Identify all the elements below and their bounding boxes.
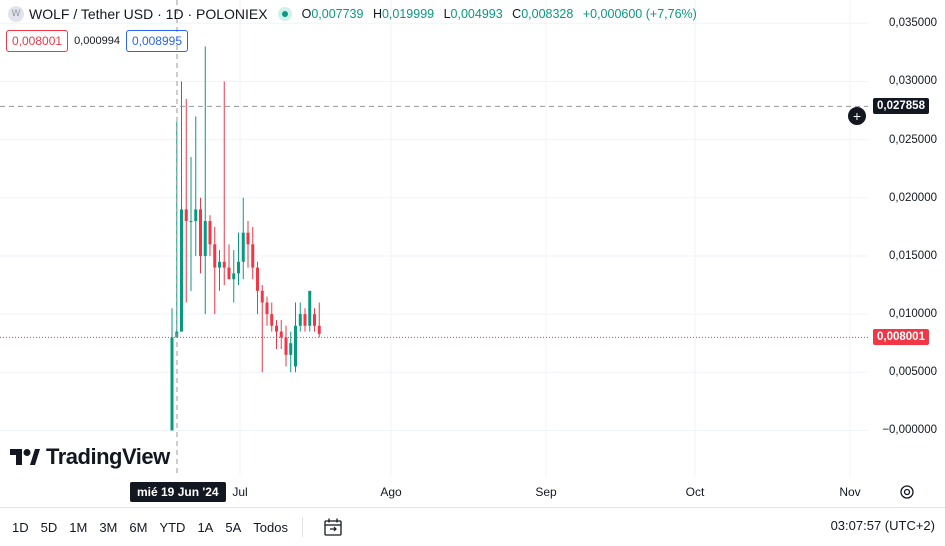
candle-body (256, 267, 259, 291)
timeframe-1m[interactable]: 1M (69, 519, 88, 535)
tradingview-logo-text: TradingView (46, 444, 170, 469)
price-tick-label: 0,020000 (889, 191, 937, 204)
candle-body (222, 261, 226, 268)
candle-body (237, 261, 240, 274)
symbol-legend: W WOLF / Tether USD · 1D · POLONIEX O0,0… (8, 4, 697, 24)
price-axis[interactable]: 0,035000 0,030000 0,025000 0,020000 0,015000… (868, 0, 945, 477)
time-tick-label: Sep (535, 485, 557, 499)
timeframe-3m[interactable]: 3M (99, 519, 118, 535)
candle-body (218, 261, 221, 268)
candle-body (303, 314, 307, 326)
sell-price-button[interactable]: 0,008001 (6, 30, 69, 52)
candle-body (317, 325, 321, 334)
ohlc-change: +0,000600 (+7,76%) (582, 7, 697, 21)
ohlc-close: 0,008328 (521, 7, 574, 21)
timeframe-1a[interactable]: 1A (197, 519, 214, 535)
candle-body (298, 314, 302, 326)
candle-body (313, 314, 316, 326)
ohlc-values: O0,007739 H0,019999 L0,004993 C0,008328 … (301, 7, 697, 21)
chart-pane[interactable]: W WOLF / Tether USD · 1D · POLONIEX O0,0… (0, 0, 868, 477)
price-tick-label: 0,010000 (889, 308, 937, 321)
candle-body (194, 209, 198, 222)
candle-body (270, 314, 274, 326)
candle-body (170, 337, 174, 431)
candle-body (251, 244, 255, 268)
candle-body (275, 325, 278, 332)
last-price-label: 0,008001 (873, 329, 929, 346)
bottom-toolbar: 1D 5D 1M 3M 6M YTD 1A 5A Todos 03:07:57 (UTC+2) (0, 507, 945, 546)
market-open-status-icon[interactable] (277, 7, 292, 21)
candle-body (232, 273, 236, 280)
candlestick-chart[interactable] (0, 0, 868, 477)
clock-timezone[interactable]: 03:07:57 (UTC+2) (830, 518, 935, 533)
candle-body (241, 232, 245, 262)
timeframe-5a[interactable]: 5A (225, 519, 242, 535)
price-tick-label: 0,015000 (889, 249, 937, 262)
timeframe-6m[interactable]: 6M (129, 519, 148, 535)
candle-body (184, 209, 188, 222)
candle-body (260, 290, 264, 303)
candle-body (208, 221, 212, 245)
crosshair-price-label: 0,027858 (873, 98, 929, 115)
price-tick-label: −0,000000 (882, 424, 937, 437)
time-tick-label: Ago (380, 485, 402, 499)
timeframe-1d[interactable]: 1D (12, 519, 29, 535)
price-tick-label: 0,030000 (889, 75, 937, 88)
candle-body (279, 331, 283, 338)
calendar-range-icon[interactable] (323, 517, 343, 537)
timeframe-list: 1D 5D 1M 3M 6M YTD 1A 5A Todos (0, 520, 288, 535)
ohlc-open: 0,007739 (311, 7, 364, 21)
candle-body (203, 221, 207, 256)
price-tick-label: 0,005000 (889, 366, 937, 379)
ohlc-low: 0,004993 (450, 7, 503, 21)
timeframe-5d[interactable]: 5D (40, 519, 58, 535)
symbol-title[interactable]: WOLF / Tether USD · 1D · POLONIEX (29, 6, 268, 22)
timeframe-todos[interactable]: Todos (253, 519, 288, 535)
price-tick-label: 0,035000 (889, 17, 937, 30)
candle-body (294, 325, 297, 367)
candle-body (180, 209, 183, 332)
toolbar-divider (301, 517, 303, 537)
candle-body (227, 267, 231, 280)
candle-body (289, 343, 293, 355)
add-alert-plus-icon[interactable]: + (848, 107, 866, 125)
chart-settings-gear-icon[interactable] (898, 483, 916, 501)
time-tick-label: Jul (232, 485, 248, 499)
symbol-logo-icon: W (8, 6, 24, 22)
time-axis[interactable]: mié 19 Jun '24 Jul Ago Sep Oct Nov (0, 477, 868, 507)
candle-body (246, 232, 250, 245)
candle-body (308, 290, 312, 326)
spread-value: 0,000994 (74, 35, 120, 47)
candle-body (284, 337, 288, 355)
candle-body (189, 221, 193, 223)
tradingview-logo-icon (10, 449, 40, 465)
price-tick-label: 0,025000 (889, 133, 937, 146)
ohlc-high: 0,019999 (381, 7, 435, 21)
candle-body (199, 209, 202, 256)
timeframe-ytd[interactable]: YTD (159, 519, 186, 535)
buy-price-button[interactable]: 0,008995 (125, 30, 189, 52)
crosshair-date-label: mié 19 Jun '24 (130, 482, 226, 502)
tradingview-logo[interactable]: TradingView (10, 444, 170, 470)
buy-sell-row: 0,008001 0,000994 0,008995 (6, 30, 189, 52)
candle-body (265, 302, 269, 315)
time-tick-label: Nov (839, 485, 861, 499)
time-tick-label: Oct (685, 485, 705, 499)
candle-body (213, 244, 217, 268)
